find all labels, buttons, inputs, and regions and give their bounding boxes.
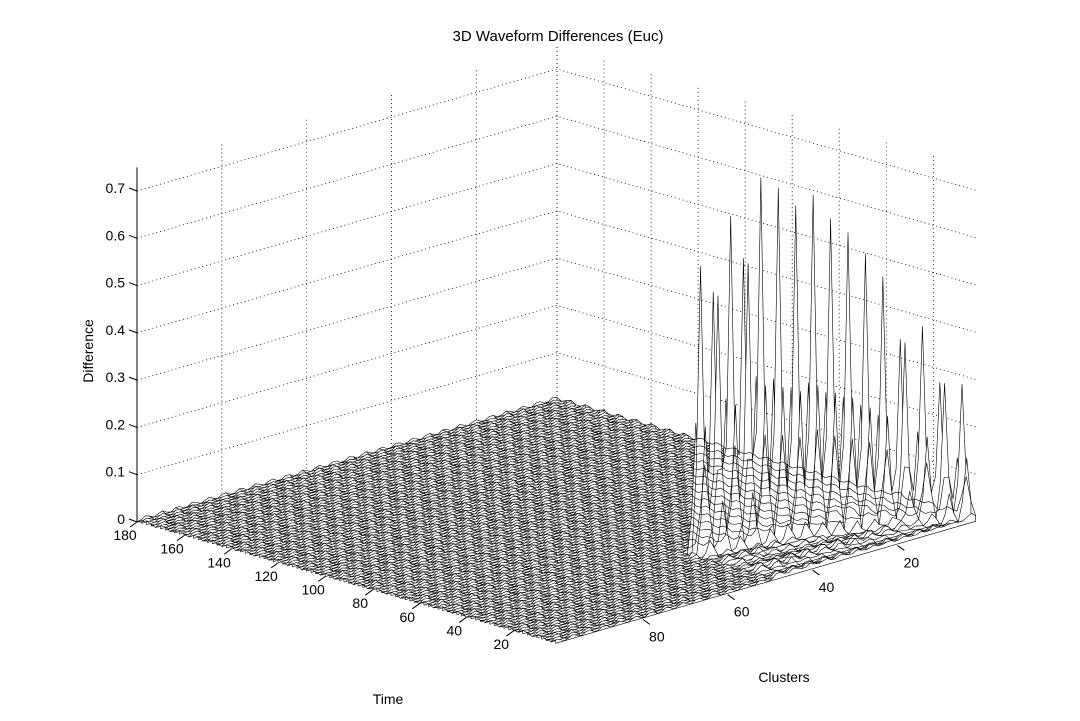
- surface-column: [416, 434, 836, 561]
- time-tick: [364, 589, 373, 596]
- z-tick-label: 0.2: [106, 416, 126, 432]
- surface-column: [315, 467, 735, 591]
- cluster-tick: [897, 545, 905, 551]
- surface-column: [289, 474, 709, 599]
- surface-row: [240, 428, 661, 553]
- surface-column: [518, 408, 938, 529]
- grid-z-line: [136, 68, 979, 192]
- surface-column: [175, 507, 595, 632]
- surface-column: [327, 464, 747, 586]
- time-tick-label: 20: [494, 636, 510, 652]
- surface-column: [251, 486, 671, 608]
- surface-column: [200, 502, 620, 623]
- surface-column: [136, 520, 556, 642]
- surface-column: [455, 426, 874, 548]
- surface-column: [149, 515, 569, 639]
- time-tick-label: 120: [254, 568, 278, 584]
- surface-column: [340, 461, 760, 583]
- time-tick: [223, 548, 232, 555]
- z-tick: [128, 329, 138, 334]
- grid-z-line: [136, 257, 979, 381]
- z-tick: [128, 471, 138, 476]
- z-tick: [128, 518, 138, 523]
- cluster-tick-label: 80: [649, 628, 665, 644]
- surface-column: [404, 443, 824, 564]
- z-tick: [128, 234, 138, 239]
- z-tick: [128, 376, 138, 381]
- cluster-tick-label: 60: [734, 604, 750, 620]
- time-tick-label: 180: [113, 527, 137, 543]
- cluster-tick: [727, 594, 735, 601]
- z-tick: [128, 187, 138, 192]
- time-tick-label: 160: [160, 541, 184, 557]
- surface-column: [531, 405, 951, 526]
- grid-z-line: [136, 115, 979, 239]
- time-tick: [270, 562, 279, 569]
- time-tick-label: 40: [446, 622, 462, 638]
- grid-z-line: [136, 210, 979, 334]
- surface-column: [544, 402, 964, 523]
- time-tick: [458, 617, 467, 623]
- z-tick-label: 0.4: [106, 322, 126, 338]
- time-tick: [129, 521, 138, 528]
- surface-column: [467, 424, 887, 545]
- chart-title: 3D Waveform Differences (Euc): [453, 28, 664, 45]
- surface-row: [555, 513, 976, 644]
- y-axis-label: Time: [373, 691, 404, 707]
- z-tick-label: 0.1: [106, 464, 126, 480]
- surface-column: [480, 420, 900, 542]
- time-tick-label: 80: [352, 595, 368, 611]
- surface-column: [365, 451, 785, 574]
- z-tick: [128, 282, 138, 287]
- z-tick: [128, 423, 138, 428]
- surface-column: [187, 504, 607, 626]
- surface-column: [264, 483, 683, 604]
- time-tick-label: 140: [207, 554, 231, 570]
- surface-column: [556, 397, 976, 516]
- z-tick-label: 0: [117, 511, 125, 527]
- surface-column: [353, 456, 773, 580]
- surface-column: [378, 448, 798, 569]
- cluster-tick-label: 20: [904, 554, 920, 570]
- cluster-tick-label: 40: [819, 579, 835, 595]
- surface-column: [391, 445, 811, 567]
- surface-column: [505, 410, 925, 533]
- time-tick-label: 100: [301, 582, 325, 598]
- surface-column: [302, 469, 722, 596]
- z-tick-label: 0.7: [106, 180, 126, 196]
- surface-column: [162, 510, 582, 637]
- surface-column: [238, 488, 658, 614]
- time-tick: [506, 630, 514, 637]
- z-tick-label: 0.3: [106, 369, 126, 385]
- surface-column: [429, 433, 849, 556]
- tick-labels: 0 0.1 0.2 0.3 0.4 0.5 0.6 0.7 20 40 60 80 100 120 140 1…: [106, 180, 920, 652]
- z-tick-label: 0.5: [106, 275, 126, 291]
- surface-mesh: [136, 177, 976, 644]
- surface-column: [493, 415, 913, 537]
- time-tick-label: 60: [399, 609, 415, 625]
- time-tick: [176, 535, 185, 542]
- time-tick: [411, 603, 420, 610]
- time-tick: [317, 576, 326, 582]
- z-axis-label: Difference: [80, 319, 96, 383]
- cluster-tick: [642, 618, 651, 625]
- grid-z-line: [136, 163, 979, 286]
- cluster-tick: [812, 569, 820, 576]
- surface-column: [276, 480, 696, 602]
- surface-column: [213, 498, 633, 621]
- z-tick-label: 0.6: [106, 227, 126, 243]
- surface-column: [225, 492, 645, 618]
- x-axis-label: Clusters: [758, 669, 809, 685]
- surface-column: [442, 429, 862, 551]
